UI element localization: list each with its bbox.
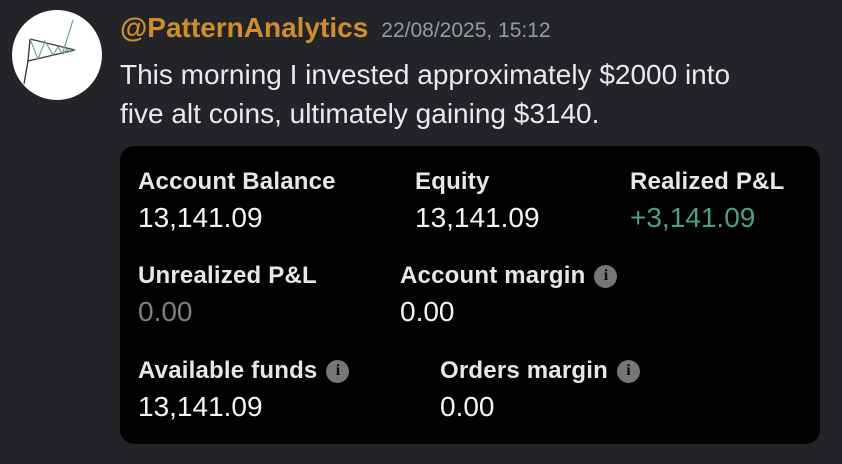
stat-value: +3,141.09 [630,202,756,233]
message-line-2: five alt coins, ultimately gaining $3140… [120,98,600,129]
stat-value: 13,141.09 [138,202,263,233]
stat-label: Account Balance [138,168,336,195]
stat-account-balance: Account Balance 13,141.09 [138,168,336,234]
stat-value: 13,141.09 [138,391,263,422]
username[interactable]: @PatternAnalytics [120,12,369,43]
stat-label: Available funds [138,357,318,384]
info-icon: i [326,359,350,383]
stat-value: 0.00 [440,391,495,422]
stat-unrealized-pnl: Unrealized P&L 0.00 [138,262,317,328]
message-header: @PatternAnalytics 22/08/2025, 15:12 [120,10,820,49]
stat-account-margin: Account margin i 0.00 [400,262,618,328]
stat-realized-pnl: Realized P&L +3,141.09 [630,168,784,234]
stat-label: Equity [415,168,490,195]
stat-label: Orders margin [440,357,608,384]
stat-value: 0.00 [400,296,455,327]
info-icon: i [594,264,618,288]
stat-equity: Equity 13,141.09 [415,168,540,234]
stat-value: 13,141.09 [415,202,540,233]
timestamp: 22/08/2025, 15:12 [381,19,551,42]
message-content: @PatternAnalytics 22/08/2025, 15:12 This… [120,8,820,444]
stat-label: Account margin [400,262,586,289]
info-icon: i [617,359,640,383]
message-line-1: This morning I invested approximately $2… [120,59,731,90]
stat-label: Unrealized P&L [138,262,317,289]
account-summary-image[interactable]: Account Balance 13,141.09 Equity 13,141.… [120,146,820,444]
stat-orders-margin: Orders margin i 0.00 [440,357,640,423]
stat-label: Realized P&L [630,168,785,195]
avatar[interactable] [12,10,102,100]
triangle-pattern-chart-icon [23,19,76,85]
stat-available-funds: Available funds i 13,141.09 [138,357,350,423]
chat-message: @PatternAnalytics 22/08/2025, 15:12 This… [12,8,820,444]
stat-value: 0.00 [138,296,193,327]
message-text: This morning I invested approximately $2… [120,55,820,133]
